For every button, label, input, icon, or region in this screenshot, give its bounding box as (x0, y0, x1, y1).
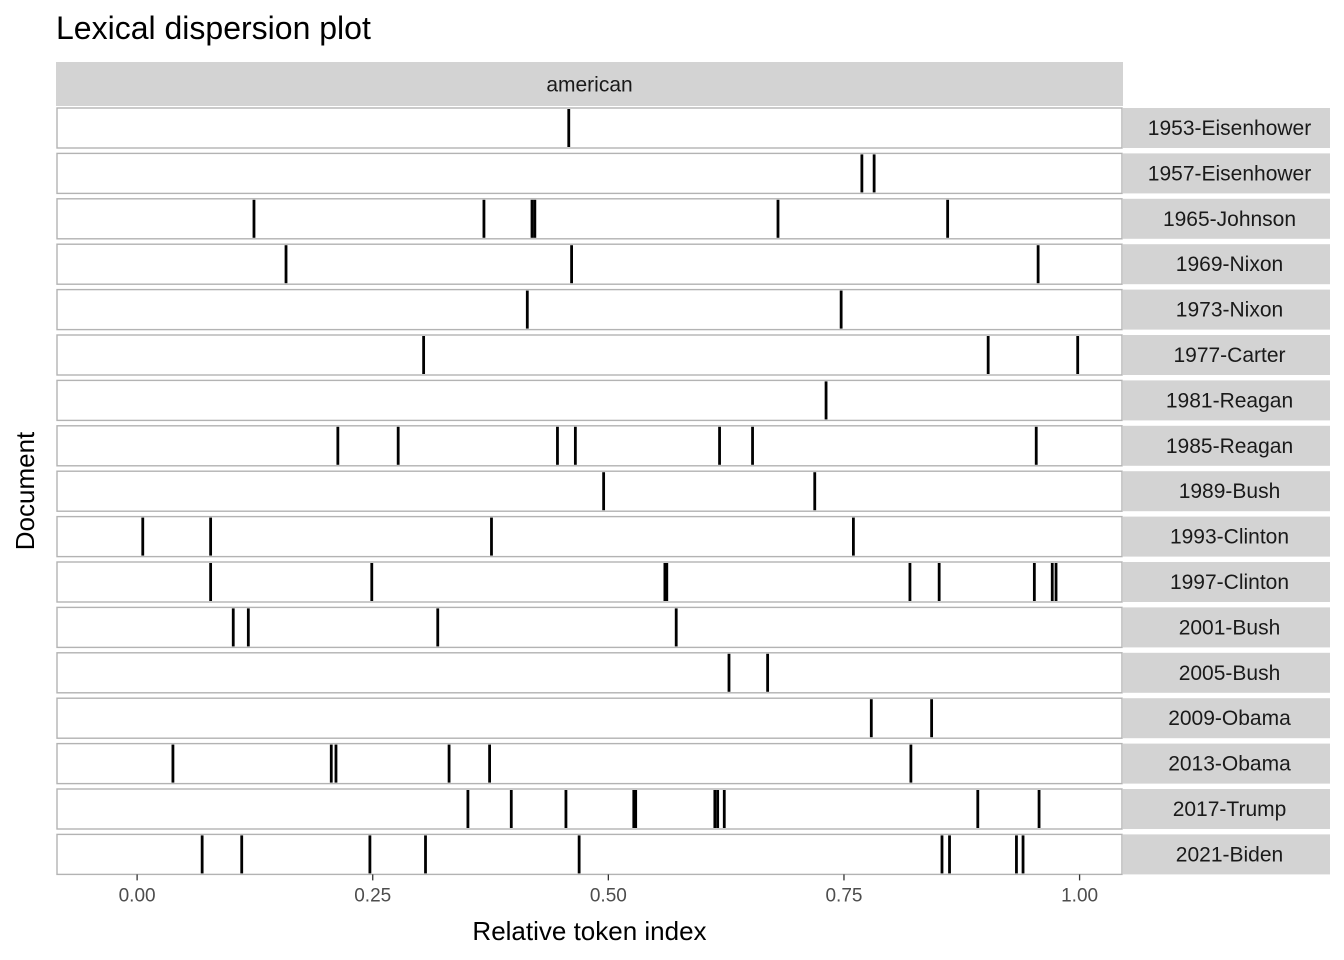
document-panel: 1953-Eisenhower (56, 107, 1330, 149)
panel-background (56, 561, 1123, 603)
document-label: 1973-Nixon (1176, 299, 1283, 322)
panel-background (56, 334, 1123, 376)
panel-background (56, 788, 1123, 830)
document-panel: 1981-Reagan (56, 379, 1330, 422)
panel-background (56, 107, 1123, 149)
document-label: 1969-Nixon (1176, 253, 1283, 276)
panel-background (56, 833, 1123, 876)
document-panel: 1977-Carter (56, 334, 1330, 376)
y-axis-title: Document (10, 431, 40, 550)
panel-background (56, 515, 1123, 558)
x-tick-label: 0.50 (590, 885, 627, 906)
document-strip (1123, 743, 1330, 784)
panel-background (56, 152, 1123, 195)
document-label: 2005-Bush (1179, 662, 1281, 685)
document-panel: 1965-Johnson (56, 198, 1330, 240)
panel-background (56, 288, 1123, 331)
document-panel: 1997-Clinton (56, 561, 1330, 603)
document-strip (1123, 198, 1330, 239)
document-strip (1123, 108, 1330, 148)
document-label: 2001-Bush (1179, 616, 1281, 639)
x-tick-label: 0.25 (354, 885, 391, 906)
document-strip (1123, 380, 1330, 421)
panel-background (56, 652, 1123, 694)
document-panel: 2001-Bush (56, 606, 1330, 649)
document-panel: 2005-Bush (56, 652, 1330, 694)
document-strip (1123, 834, 1330, 875)
x-axis: 0.00 0.25 0.50 0.75 1.00 (119, 874, 1098, 906)
document-strip (1123, 335, 1330, 375)
document-strip (1123, 652, 1330, 693)
document-panels: 1953-Eisenhower 1957-Eisenhower 1965-Johns… (56, 107, 1330, 876)
document-panel: 2017-Trump (56, 788, 1330, 830)
document-panel: 1957-Eisenhower (56, 152, 1330, 195)
document-label: 2009-Obama (1168, 707, 1291, 730)
x-tick-label: 0.75 (825, 885, 862, 906)
panel-background (56, 198, 1123, 240)
document-panel: 2013-Obama (56, 742, 1330, 785)
x-tick-label: 0.00 (119, 885, 156, 906)
document-label: 2017-Trump (1173, 798, 1287, 821)
document-strip (1123, 562, 1330, 602)
document-label: 1965-Johnson (1163, 208, 1296, 231)
panel-background (56, 425, 1123, 467)
facet-strip: american (56, 62, 1123, 106)
x-tick-label: 1.00 (1061, 885, 1098, 906)
chart-title: Lexical dispersion plot (56, 10, 371, 46)
document-label: 1985-Reagan (1166, 435, 1293, 458)
panel-background (56, 697, 1123, 739)
document-strip (1123, 516, 1330, 557)
document-panel: 2021-Biden (56, 833, 1330, 876)
document-strip (1123, 289, 1330, 330)
document-strip (1123, 789, 1330, 829)
document-label: 1989-Bush (1179, 480, 1281, 503)
document-strip (1123, 153, 1330, 194)
document-label: 1957-Eisenhower (1148, 162, 1311, 185)
document-strip (1123, 425, 1330, 466)
document-panel: 2009-Obama (56, 697, 1330, 739)
document-strip (1123, 607, 1330, 648)
facet-strip-background (56, 62, 1123, 106)
panel-background (56, 379, 1123, 422)
x-axis-title: Relative token index (472, 916, 706, 946)
panel-background (56, 742, 1123, 785)
document-label: 1981-Reagan (1166, 389, 1293, 412)
panel-background (56, 606, 1123, 649)
panel-background (56, 243, 1123, 285)
panel-background (56, 470, 1123, 512)
document-strip (1123, 471, 1330, 512)
document-label: 1997-Clinton (1170, 571, 1289, 594)
document-panel: 1985-Reagan (56, 425, 1330, 467)
document-label: 1993-Clinton (1170, 526, 1289, 549)
document-panel: 1969-Nixon (56, 243, 1330, 285)
document-strip (1123, 244, 1330, 285)
facet-strip-label: american (546, 74, 632, 97)
document-panel: 1973-Nixon (56, 288, 1330, 331)
document-label: 2013-Obama (1168, 753, 1291, 776)
document-label: 2021-Biden (1176, 843, 1283, 866)
document-label: 1977-Carter (1173, 344, 1285, 367)
document-panel: 1993-Clinton (56, 515, 1330, 558)
document-strip (1123, 698, 1330, 739)
document-label: 1953-Eisenhower (1148, 117, 1311, 140)
document-panel: 1989-Bush (56, 470, 1330, 512)
